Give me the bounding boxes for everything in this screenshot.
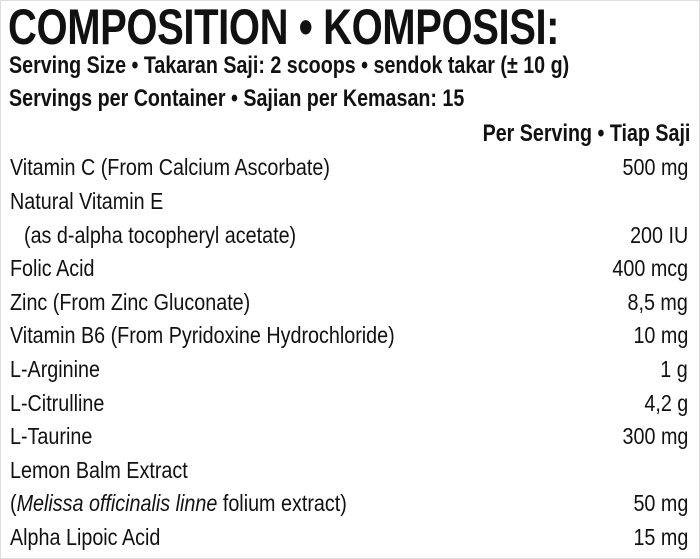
ingredient-name: Lemon Balm Extract [10, 457, 188, 483]
ingredient-name: L-Citrulline [10, 390, 105, 416]
ingredient-name: L-Arginine [10, 356, 100, 382]
ingredient-name: Natural Vitamin E [10, 188, 164, 214]
ingredient-name: Vitamin B6 (From Pyridoxine Hydrochlorid… [10, 322, 395, 348]
table-row: Vitamin B6 (From Pyridoxine Hydrochlorid… [0, 320, 700, 354]
table-row: (as d-alpha tocopheryl acetate) 200 IU [0, 220, 700, 254]
table-row: L-Arginine 1 g [0, 354, 700, 388]
composition-title: COMPOSITION • KOMPOSISI: [8, 0, 560, 55]
ingredient-amount: 400 mcg [612, 255, 688, 281]
ingredient-amount: 8,5 mg [627, 289, 688, 315]
ingredient-name: Vitamin C (From Calcium Ascorbate) [10, 154, 330, 180]
name-prefix: ( [10, 490, 17, 516]
name-suffix: folium extract) [217, 490, 347, 516]
ingredient-name: (Melissa officinalis linne folium extrac… [10, 488, 347, 518]
ingredient-amount: 300 mg [622, 423, 688, 449]
ingredient-amount: 50 mg [633, 490, 688, 516]
table-row: Lemon Balm Extract [0, 455, 700, 489]
ingredient-amount: 500 mg [622, 154, 688, 180]
table-row: Folic Acid 400 mcg [0, 253, 700, 287]
ingredient-amount: 200 IU [629, 222, 688, 248]
table-row: (Melissa officinalis linne folium extrac… [0, 488, 700, 522]
ingredient-name: (as d-alpha tocopheryl acetate) [24, 222, 297, 248]
table-row: L-Citrulline 4,2 g [0, 388, 700, 422]
ingredient-amount: 10 mg [633, 322, 688, 348]
ingredient-amount: 15 mg [633, 524, 688, 550]
ingredient-name: Alpha Lipoic Acid [10, 524, 161, 550]
ingredient-amount: 4,2 g [644, 390, 688, 416]
servings-per-container: Servings per Container • Sajian per Kema… [9, 85, 465, 112]
table-row: Vitamin C (From Calcium Ascorbate) 500 mg [0, 152, 700, 186]
table-row: Zinc (From Zinc Gluconate) 8,5 mg [0, 287, 700, 321]
table-row: Alpha Lipoic Acid 15 mg [0, 522, 700, 556]
serving-size: Serving Size • Takaran Saji: 2 scoops • … [9, 52, 570, 79]
ingredient-amount: 1 g [660, 356, 688, 382]
ingredient-name: Zinc (From Zinc Gluconate) [10, 289, 251, 315]
ingredient-name: Folic Acid [10, 255, 95, 281]
ingredient-name: L-Taurine [10, 423, 93, 449]
table-row: Natural Vitamin E [0, 186, 700, 220]
table-row: L-Taurine 300 mg [0, 421, 700, 455]
latin-name: Melissa officinalis linne [16, 490, 218, 516]
per-serving-header: Per Serving • Tiap Saji [482, 120, 690, 147]
